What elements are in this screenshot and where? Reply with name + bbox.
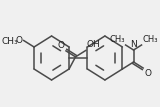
Text: CH₃: CH₃ (2, 37, 18, 46)
Text: O: O (16, 36, 23, 45)
Text: CH₃: CH₃ (109, 35, 125, 44)
Text: CH₃: CH₃ (142, 35, 158, 44)
Text: OH: OH (87, 40, 100, 49)
Text: N: N (130, 40, 137, 49)
Text: O: O (144, 69, 151, 78)
Text: O: O (57, 41, 64, 50)
